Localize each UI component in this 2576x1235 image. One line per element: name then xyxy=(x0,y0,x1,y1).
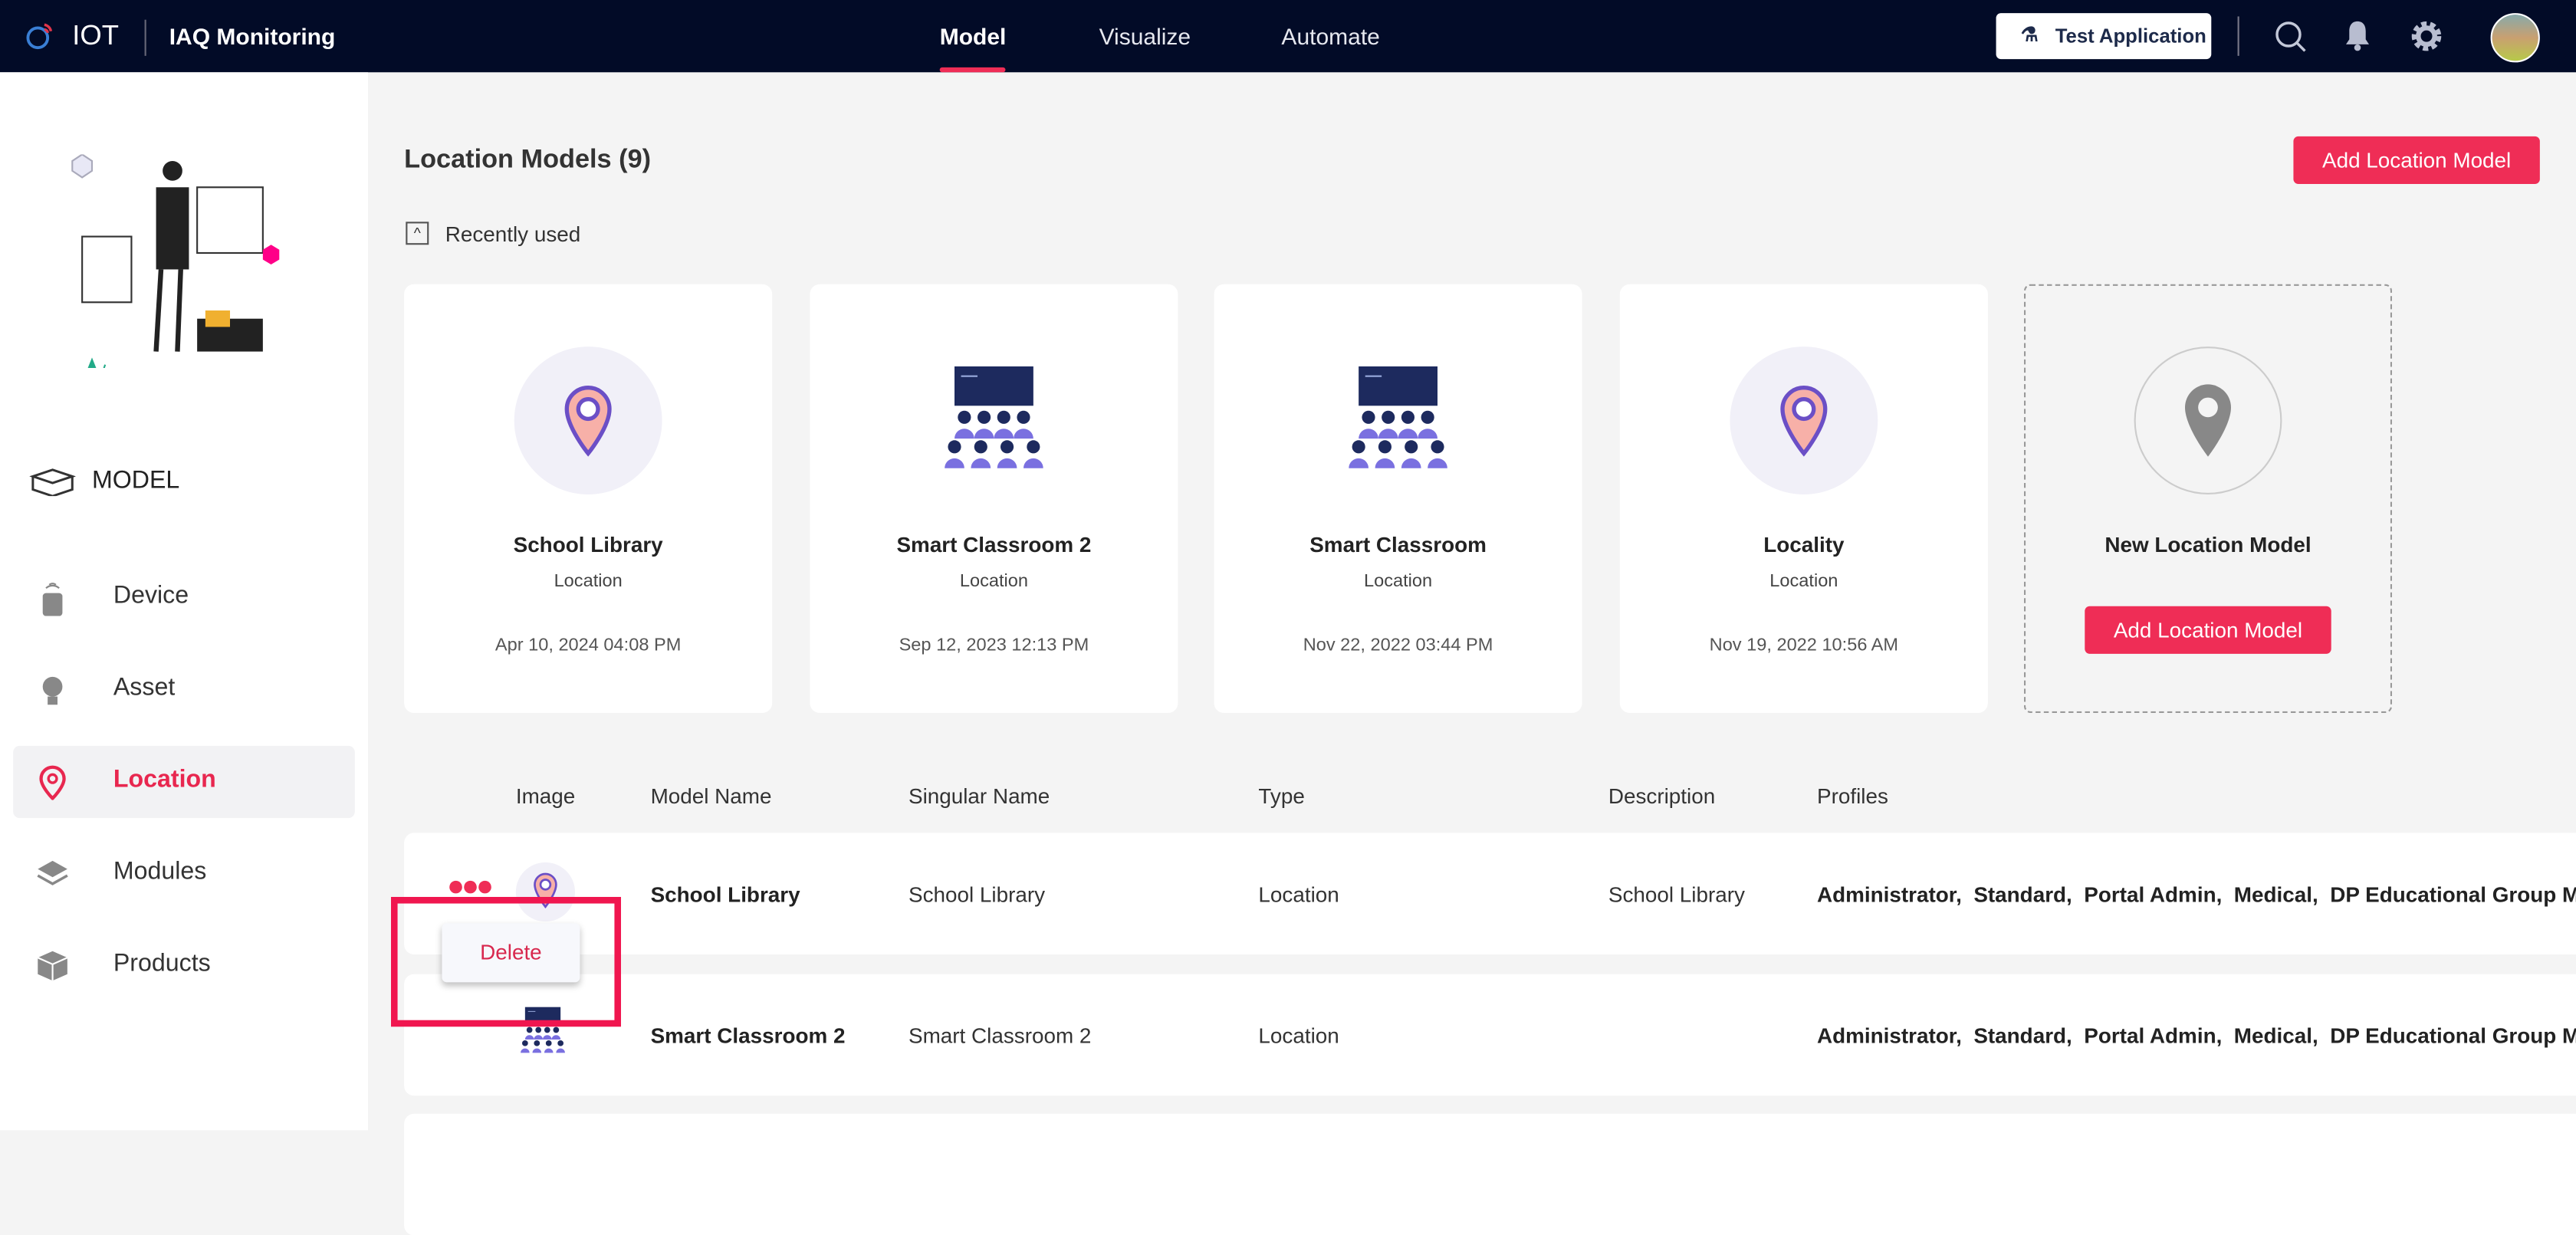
collapse-toggle-icon[interactable]: ^ xyxy=(406,222,429,245)
card-date: Apr 10, 2024 04:08 PM xyxy=(495,636,682,655)
pin-circle xyxy=(2134,347,2282,494)
model-name[interactable]: Smart Classroom 2 xyxy=(650,1023,846,1049)
new-card-title: New Location Model xyxy=(2104,532,2312,557)
description: School Library xyxy=(1608,882,1745,907)
sidebar-item-label: Modules xyxy=(113,857,207,885)
iot-logo-icon xyxy=(26,23,53,50)
bell-icon[interactable] xyxy=(2344,20,2371,53)
illustration xyxy=(71,154,280,368)
card-type: Location xyxy=(554,571,623,592)
type: Location xyxy=(1258,1023,1339,1049)
box-icon xyxy=(37,951,68,981)
profiles: Administrator, Standard, Portal Admin, M… xyxy=(1817,882,2576,907)
bulb-icon xyxy=(42,676,63,705)
recent-model-card[interactable]: Smart Classroom 2 Location Sep 12, 2023 … xyxy=(810,284,1178,714)
card-name: School Library xyxy=(513,532,663,557)
sidebar: MODEL Device Asset Location Modules Prod… xyxy=(0,72,368,1131)
card-date: Nov 22, 2022 03:44 PM xyxy=(1303,636,1493,655)
test-application-button[interactable]: ⚗ Test Application xyxy=(1996,13,2212,60)
column-header-image: Image xyxy=(515,783,576,809)
sidebar-item-label: Products xyxy=(113,949,211,977)
card-image xyxy=(920,347,1068,494)
add-location-model-button[interactable]: Add Location Model xyxy=(2293,136,2540,184)
singular-name: School Library xyxy=(909,882,1046,907)
location-pin-icon xyxy=(2185,384,2231,457)
gear-icon[interactable] xyxy=(2410,20,2443,53)
card-name: Locality xyxy=(1763,532,1845,557)
type: Location xyxy=(1258,882,1339,907)
table-row[interactable]: School Library School Library Location S… xyxy=(404,833,2576,954)
card-type: Location xyxy=(959,571,1028,592)
card-date: Nov 19, 2022 10:56 AM xyxy=(1709,636,1899,655)
card-image xyxy=(514,347,662,494)
classroom-icon xyxy=(941,366,1046,483)
column-header-type[interactable]: Type xyxy=(1258,783,1305,809)
card-image xyxy=(1324,347,1472,494)
model-name[interactable]: School Library xyxy=(650,882,800,907)
location-pin-icon xyxy=(39,765,66,800)
delete-menu-item[interactable]: Delete xyxy=(442,923,580,983)
new-location-model-card[interactable]: New Location Model Add Location Model xyxy=(2024,284,2392,714)
add-location-model-card-button[interactable]: Add Location Model xyxy=(2085,606,2331,654)
recent-model-card[interactable]: Smart Classroom Location Nov 22, 2022 03… xyxy=(1214,284,1582,714)
divider xyxy=(2237,16,2239,56)
recently-used-label: Recently used xyxy=(445,222,581,247)
device-icon xyxy=(42,583,63,616)
location-pin-icon xyxy=(1778,384,1831,465)
section-label: MODEL xyxy=(92,466,180,494)
column-header-profiles[interactable]: Profiles xyxy=(1817,783,1888,809)
table-row[interactable]: Smart Classroom 2 Smart Classroom 2 Loca… xyxy=(404,974,2576,1096)
tab-automate[interactable]: Automate xyxy=(1281,23,1380,50)
card-image xyxy=(1730,347,1878,494)
layers-icon xyxy=(37,860,68,885)
sidebar-item-location[interactable]: Location xyxy=(13,745,355,819)
sidebar-item-label: Device xyxy=(113,581,189,609)
highlight-box xyxy=(390,897,621,1027)
location-pin-icon xyxy=(562,384,615,465)
app-name[interactable]: IAQ Monitoring xyxy=(169,23,336,50)
card-type: Location xyxy=(1364,571,1433,592)
recent-model-card[interactable]: Locality Location Nov 19, 2022 10:56 AM xyxy=(1619,284,1988,714)
divider xyxy=(144,19,146,56)
sidebar-item-asset[interactable]: Asset xyxy=(13,654,355,726)
sidebar-item-device[interactable]: Device xyxy=(13,562,355,634)
search-icon[interactable] xyxy=(2274,20,2307,53)
tab-visualize[interactable]: Visualize xyxy=(1099,23,1191,50)
singular-name: Smart Classroom 2 xyxy=(909,1023,1092,1049)
table-row[interactable] xyxy=(404,1113,2576,1235)
test-application-label: Test Application xyxy=(2055,25,2206,48)
sidebar-item-label: Location xyxy=(113,765,216,793)
column-header-description[interactable]: Description xyxy=(1608,783,1716,809)
flask-icon: ⚗ xyxy=(2020,23,2039,46)
location-pin-icon xyxy=(515,862,575,922)
card-name: Smart Classroom 2 xyxy=(896,532,1092,557)
column-header-singular-name[interactable]: Singular Name xyxy=(909,783,1050,809)
classroom-icon xyxy=(1346,366,1451,483)
brand: IOT xyxy=(72,19,120,51)
model-box-icon xyxy=(29,468,76,497)
sidebar-item-products[interactable]: Products xyxy=(13,930,355,1002)
page-title: Location Models (9) xyxy=(404,146,652,175)
top-bar: IOT IAQ Monitoring Model Visualize Autom… xyxy=(0,0,2576,73)
profiles: Administrator, Standard, Portal Admin, M… xyxy=(1817,1023,2576,1049)
avatar[interactable] xyxy=(2490,13,2540,63)
recent-model-card[interactable]: School Library Location Apr 10, 2024 04:… xyxy=(404,284,773,714)
sidebar-item-label: Asset xyxy=(113,673,176,701)
card-name: Smart Classroom xyxy=(1309,532,1487,557)
more-options-icon[interactable]: ●●● xyxy=(446,869,494,902)
column-header-model-name[interactable]: Model Name xyxy=(650,783,772,809)
card-type: Location xyxy=(1769,571,1838,592)
sidebar-item-modules[interactable]: Modules xyxy=(13,838,355,910)
tab-model[interactable]: Model xyxy=(939,0,1007,73)
card-date: Sep 12, 2023 12:13 PM xyxy=(899,636,1089,655)
